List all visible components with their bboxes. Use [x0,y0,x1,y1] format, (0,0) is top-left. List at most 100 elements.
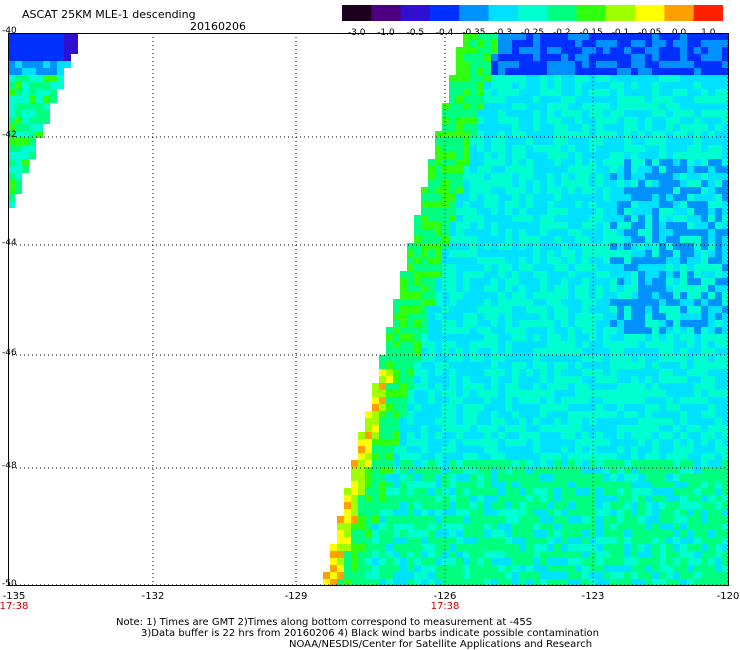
data-cell [512,145,519,152]
data-cell [652,285,659,292]
data-cell [358,551,365,558]
data-cell [568,264,575,271]
data-cell [498,460,505,467]
data-cell [659,467,666,474]
data-cell [526,355,533,362]
data-cell [610,579,617,586]
data-cell [722,75,729,82]
data-cell [680,439,687,446]
data-cell [512,131,519,138]
data-cell [351,495,358,502]
data-cell [477,467,484,474]
data-cell [372,488,379,495]
time-label: 17:38 [0,601,29,612]
data-cell [561,523,568,530]
data-cell [561,187,568,194]
data-cell [547,278,554,285]
data-cell [512,173,519,180]
data-cell [372,537,379,544]
data-cell [659,264,666,271]
data-cell [477,138,484,145]
data-cell [666,271,673,278]
data-cell [491,187,498,194]
data-cell [673,432,680,439]
data-cell [57,68,64,75]
data-cell [659,180,666,187]
data-cell [673,390,680,397]
data-cell [589,320,596,327]
data-cell [638,446,645,453]
data-cell [631,292,638,299]
data-cell [386,558,393,565]
data-cell [449,131,456,138]
data-cell [561,432,568,439]
data-cell [652,467,659,474]
data-cell [715,173,722,180]
data-cell [687,523,694,530]
data-cell [638,166,645,173]
data-cell [673,502,680,509]
data-cell [526,54,533,61]
data-cell [498,75,505,82]
data-cell [421,404,428,411]
data-cell [512,481,519,488]
data-cell [687,439,694,446]
data-cell [498,61,505,68]
data-cell [463,579,470,586]
data-cell [526,362,533,369]
data-cell [680,68,687,75]
data-cell [554,68,561,75]
data-cell [463,544,470,551]
data-cell [722,110,729,117]
lat-label: -50 [2,579,17,589]
data-cell [456,201,463,208]
data-cell [463,432,470,439]
data-cell [701,306,708,313]
data-cell [596,47,603,54]
data-cell [498,467,505,474]
data-cell [393,530,400,537]
data-cell [638,572,645,579]
data-cell [631,355,638,362]
data-cell [582,222,589,229]
data-cell [505,285,512,292]
data-cell [540,75,547,82]
data-cell [582,89,589,96]
data-cell [505,278,512,285]
data-cell [407,278,414,285]
data-cell [540,383,547,390]
data-cell [512,565,519,572]
data-cell [512,159,519,166]
data-cell [666,439,673,446]
data-cell [428,495,435,502]
data-cell [603,530,610,537]
data-cell [449,390,456,397]
data-cell [449,411,456,418]
data-cell [659,103,666,110]
data-cell [526,75,533,82]
data-cell [498,334,505,341]
data-cell [666,551,673,558]
data-cell [484,89,491,96]
data-cell [631,453,638,460]
data-cell [526,201,533,208]
data-cell [715,68,722,75]
data-cell [645,495,652,502]
data-cell [407,411,414,418]
data-cell [505,68,512,75]
data-cell [617,530,624,537]
data-cell [610,243,617,250]
data-cell [624,320,631,327]
data-cell [596,278,603,285]
data-cell [414,362,421,369]
data-cell [554,537,561,544]
data-cell [561,103,568,110]
data-cell [638,222,645,229]
data-cell [526,551,533,558]
data-cell [645,250,652,257]
data-cell [666,33,673,40]
data-cell [407,460,414,467]
data-cell [673,264,680,271]
data-cell [498,439,505,446]
data-cell [491,369,498,376]
